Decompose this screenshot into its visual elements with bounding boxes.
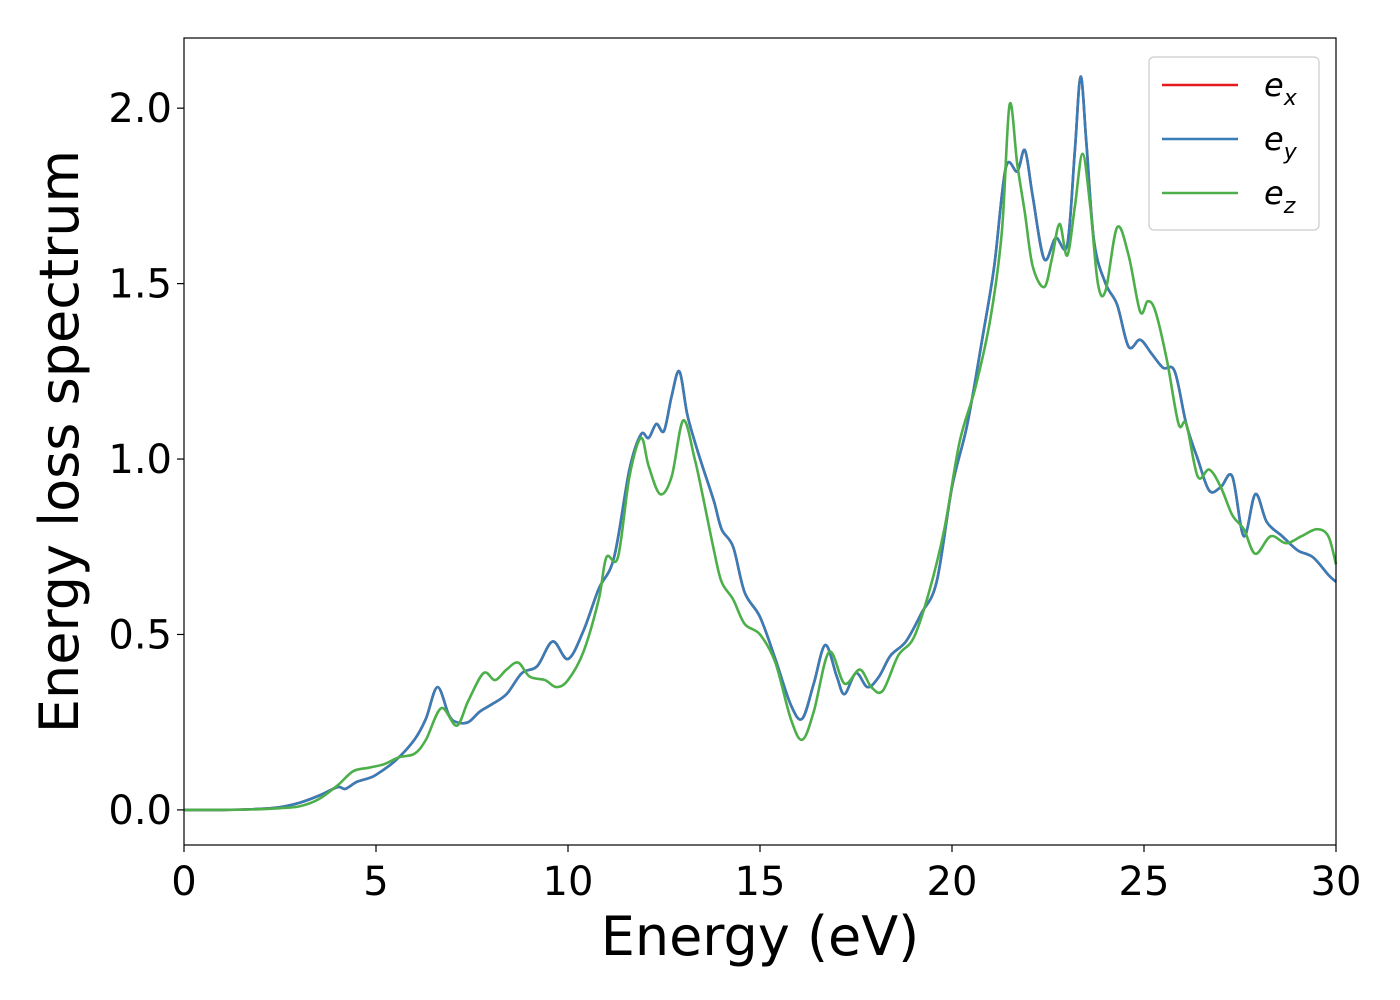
legend-label-base: e bbox=[1264, 66, 1284, 104]
y-tick-label: 1.5 bbox=[108, 262, 172, 308]
legend-label-subscript: z bbox=[1283, 194, 1296, 219]
x-tick-label: 25 bbox=[1119, 859, 1170, 905]
legend-label: ez bbox=[1264, 174, 1296, 219]
y-axis: 0.0 0.5 1.0 1.5 2.0 bbox=[108, 86, 184, 834]
y-tick-label: 1.0 bbox=[108, 437, 172, 483]
x-axis-title: Energy (eV) bbox=[601, 905, 920, 968]
y-tick-label: 0.0 bbox=[108, 788, 172, 834]
x-tick-label: 30 bbox=[1311, 859, 1362, 905]
y-axis-title: Energy loss spectrum bbox=[28, 150, 91, 733]
legend-label-subscript: y bbox=[1283, 140, 1298, 165]
x-tick-label: 0 bbox=[171, 859, 196, 905]
legend-label: ey bbox=[1264, 120, 1298, 165]
legend-label-base: e bbox=[1264, 174, 1284, 212]
legend-label-subscript: x bbox=[1283, 86, 1298, 111]
y-tick-label: 0.5 bbox=[108, 612, 172, 658]
x-tick-label: 15 bbox=[735, 859, 786, 905]
series-layer bbox=[183, 75, 1338, 812]
legend-label-base: e bbox=[1264, 120, 1284, 158]
series-line-e-z bbox=[183, 101, 1338, 812]
x-tick-label: 5 bbox=[363, 859, 388, 905]
x-tick-label: 10 bbox=[543, 859, 594, 905]
legend-label: ex bbox=[1264, 66, 1298, 111]
x-tick-label: 20 bbox=[927, 859, 978, 905]
legend-box bbox=[1148, 56, 1320, 231]
x-axis: 0 5 10 15 20 25 30 bbox=[171, 845, 1361, 905]
y-tick-label: 2.0 bbox=[108, 86, 172, 132]
